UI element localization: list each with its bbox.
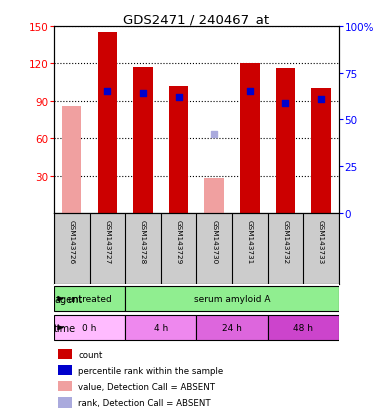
- Point: [176, 95, 182, 101]
- Text: count: count: [78, 350, 102, 359]
- Bar: [54, 316, 125, 340]
- Text: time: time: [54, 323, 76, 333]
- Text: percentile rank within the sample: percentile rank within the sample: [78, 366, 223, 375]
- Point: [211, 132, 217, 138]
- Bar: [204, 178, 224, 214]
- Bar: [276, 69, 295, 214]
- Bar: [58, 365, 72, 375]
- Bar: [311, 89, 331, 214]
- Bar: [58, 397, 72, 408]
- Point: [318, 96, 324, 103]
- Text: GSM143727: GSM143727: [104, 219, 110, 263]
- Text: 24 h: 24 h: [222, 323, 242, 332]
- Point: [140, 91, 146, 97]
- Text: GSM143729: GSM143729: [176, 219, 182, 263]
- Text: untreated: untreated: [67, 294, 112, 304]
- Point: [104, 89, 110, 95]
- Bar: [268, 316, 339, 340]
- Bar: [196, 316, 268, 340]
- Bar: [58, 381, 72, 392]
- Text: rank, Detection Call = ABSENT: rank, Detection Call = ABSENT: [78, 398, 211, 407]
- Text: GSM143732: GSM143732: [282, 219, 288, 263]
- Text: 48 h: 48 h: [293, 323, 313, 332]
- Text: 0 h: 0 h: [82, 323, 97, 332]
- Bar: [58, 349, 72, 360]
- Bar: [133, 68, 153, 214]
- Text: GSM143730: GSM143730: [211, 219, 217, 263]
- Point: [282, 100, 288, 107]
- Bar: [169, 87, 188, 214]
- Bar: [125, 316, 196, 340]
- Text: value, Detection Call = ABSENT: value, Detection Call = ABSENT: [78, 382, 215, 391]
- Title: GDS2471 / 240467_at: GDS2471 / 240467_at: [123, 13, 270, 26]
- Text: GSM143731: GSM143731: [247, 219, 253, 263]
- Text: GSM143733: GSM143733: [318, 219, 324, 263]
- Bar: [240, 64, 259, 214]
- Text: GSM143728: GSM143728: [140, 219, 146, 263]
- Text: agent: agent: [54, 294, 82, 304]
- Bar: [125, 287, 339, 311]
- Bar: [54, 287, 125, 311]
- Bar: [62, 107, 82, 214]
- Bar: [97, 33, 117, 214]
- Text: 4 h: 4 h: [154, 323, 168, 332]
- Text: serum amyloid A: serum amyloid A: [194, 294, 270, 304]
- Point: [247, 89, 253, 95]
- Text: GSM143726: GSM143726: [69, 219, 75, 263]
